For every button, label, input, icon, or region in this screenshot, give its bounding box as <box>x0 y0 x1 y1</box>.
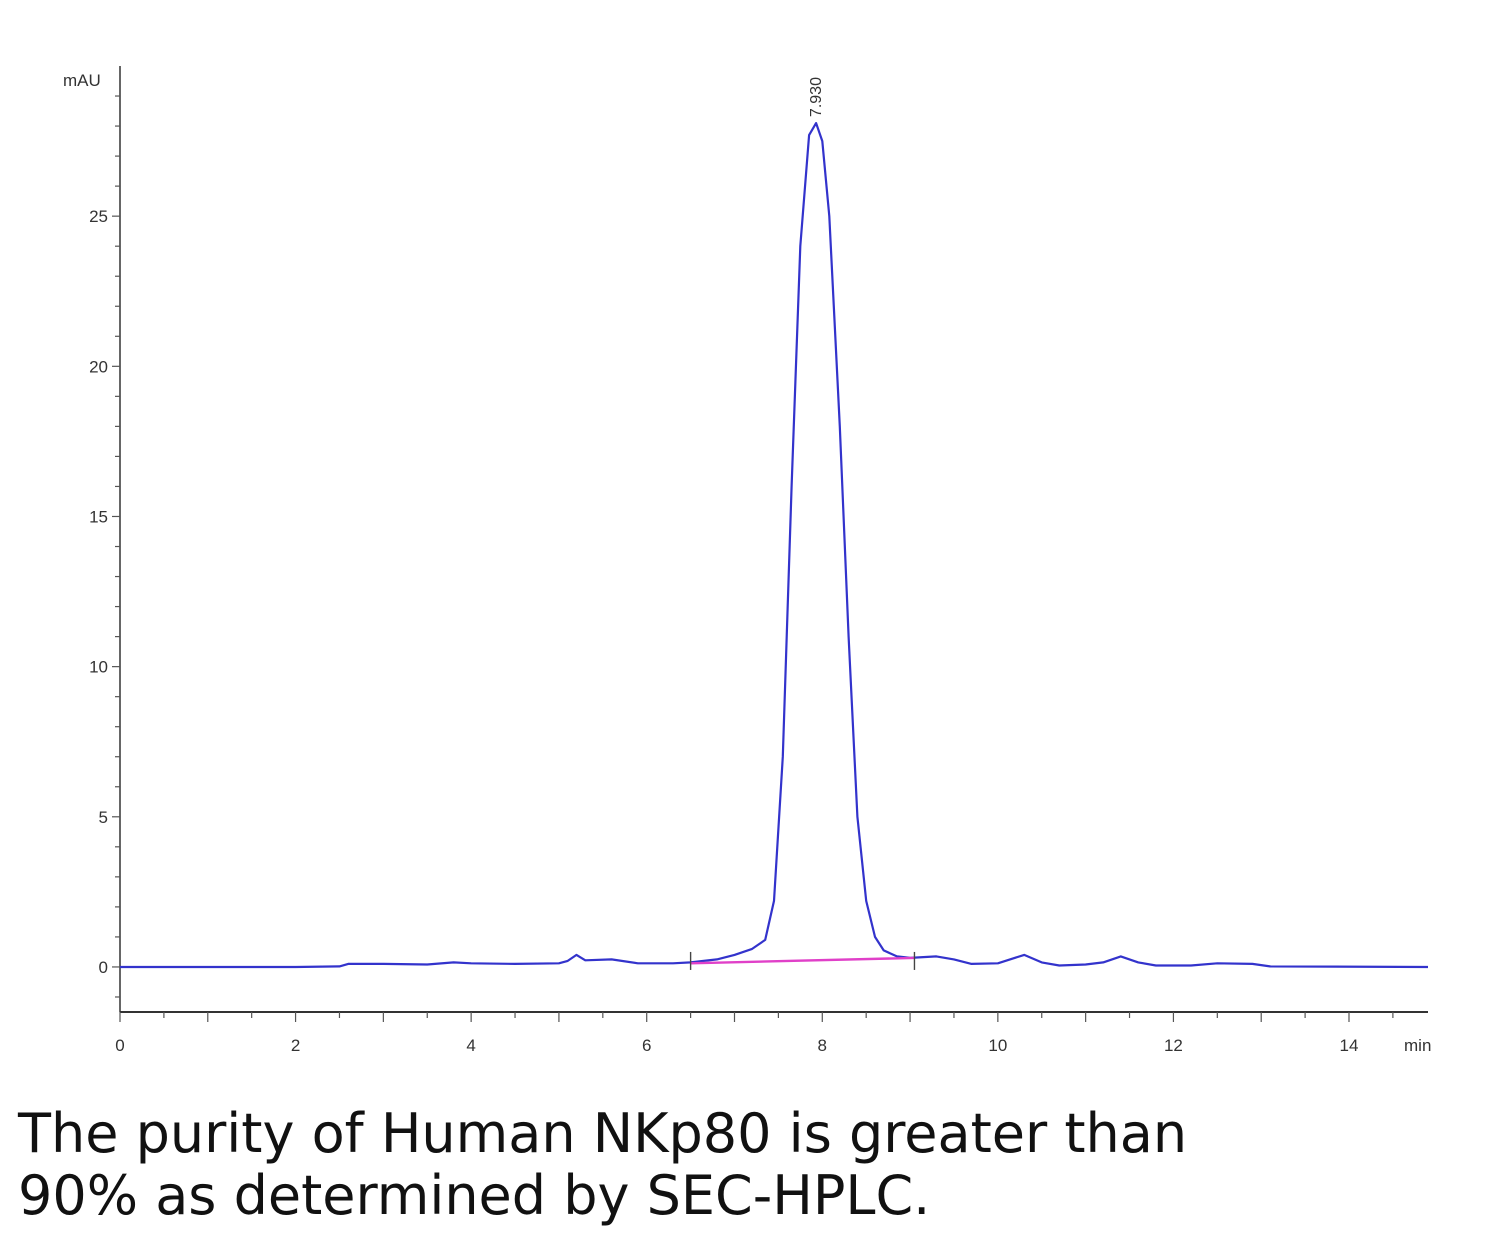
x-tick-label: 12 <box>1164 1036 1183 1055</box>
integration-baseline <box>690 956 915 965</box>
x-tick-label: 0 <box>115 1036 124 1055</box>
purity-caption: The purity of Human NKp80 is greater tha… <box>18 1103 1478 1227</box>
x-tick-label: 10 <box>988 1036 1007 1055</box>
chromatogram-trace <box>120 122 1429 969</box>
y-tick-label: 0 <box>99 958 108 977</box>
x-axis-label: min <box>1404 1036 1431 1055</box>
peak-retention-label: 7.930 <box>808 77 825 117</box>
x-tick-label: 14 <box>1340 1036 1359 1055</box>
chart-traces <box>120 122 1429 970</box>
y-tick-label: 20 <box>89 357 108 376</box>
chart-axes: 0 5 10 15 20 25 0 2 4 6 8 10 12 14 <box>89 66 1428 1055</box>
caption-line-1: The purity of Human NKp80 is greater tha… <box>18 1102 1188 1165</box>
y-tick-label: 15 <box>89 507 108 526</box>
y-tick-label: 5 <box>99 808 108 827</box>
x-tick-label: 4 <box>466 1036 475 1055</box>
caption-line-2: 90% as determined by SEC-HPLC. <box>18 1164 931 1227</box>
x-tick-label: 6 <box>642 1036 651 1055</box>
x-tick-label: 2 <box>291 1036 300 1055</box>
y-tick-label: 10 <box>89 658 108 677</box>
y-tick-label: 25 <box>89 207 108 226</box>
y-axis-label: mAU <box>63 71 101 90</box>
chromatogram-chart: 0 5 10 15 20 25 0 2 4 6 8 10 12 14 mAU min 7.930 <box>63 66 1431 1055</box>
x-tick-label: 8 <box>818 1036 827 1055</box>
